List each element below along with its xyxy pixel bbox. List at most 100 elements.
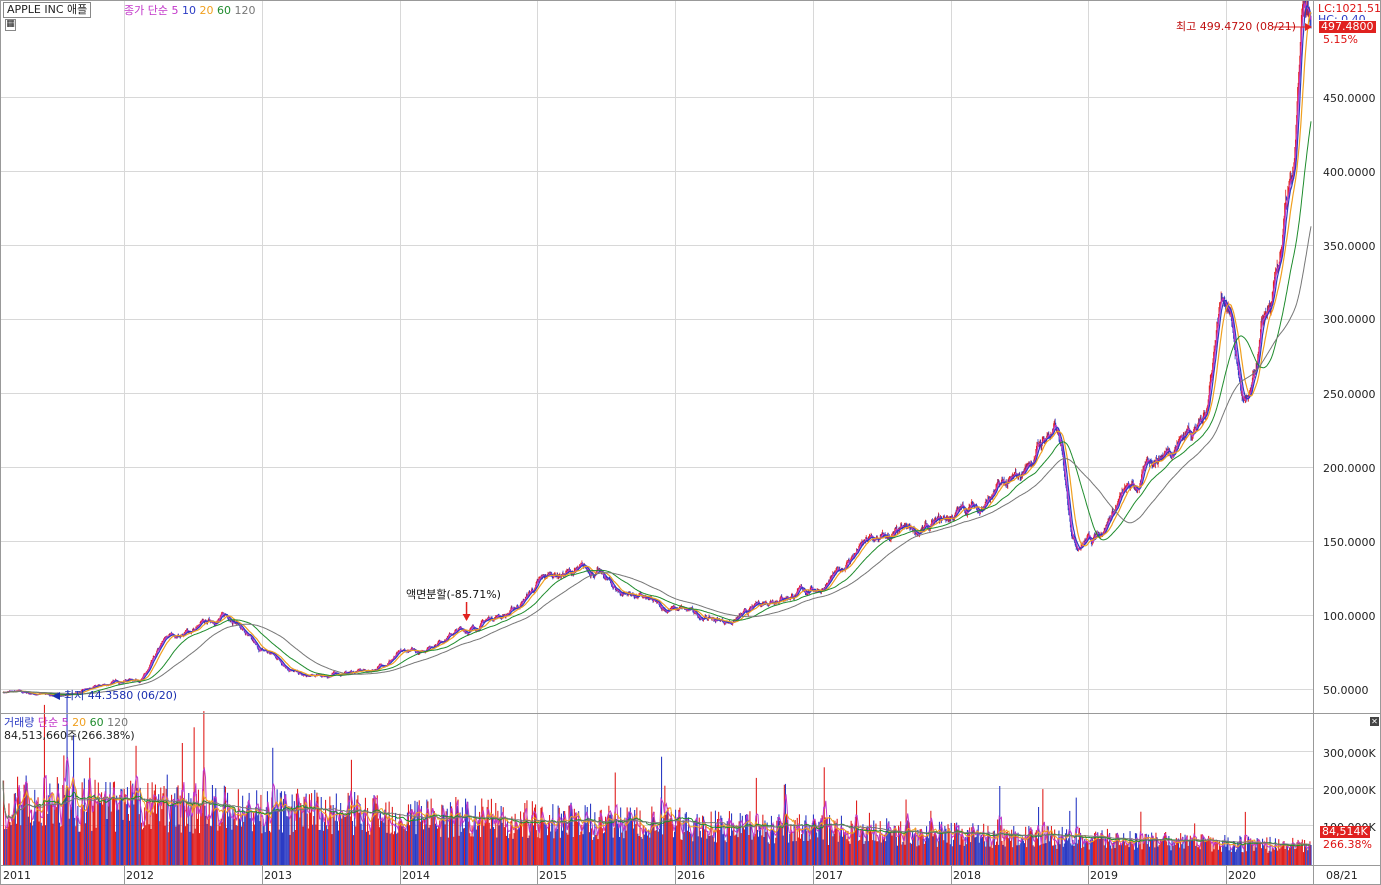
volume-bar <box>362 810 364 865</box>
volume-bar <box>858 840 860 865</box>
volume-bar <box>569 805 571 865</box>
volume-bar <box>51 792 53 865</box>
volume-bar <box>129 820 131 865</box>
volume-bar <box>319 829 321 865</box>
volume-bar <box>158 794 160 865</box>
volume-bar <box>577 821 579 865</box>
volume-bar <box>969 827 971 865</box>
volume-bar <box>1054 829 1056 865</box>
volume-bar <box>1110 845 1112 865</box>
volume-bar <box>484 822 486 865</box>
volume-bar <box>287 816 289 865</box>
volume-bar <box>470 836 472 865</box>
volume-bar <box>136 787 138 865</box>
grid-icon[interactable]: ▦ <box>5 19 16 31</box>
volume-bar <box>700 837 702 865</box>
volume-bar <box>756 829 758 865</box>
volume-bar <box>342 812 344 865</box>
volume-bar <box>113 781 115 865</box>
volume-bar <box>541 806 543 865</box>
volume-bar <box>215 788 217 865</box>
volume-bar <box>204 805 206 865</box>
volume-bar <box>559 837 561 865</box>
legend-ma60: 60 <box>216 4 231 17</box>
volume-bar <box>929 821 931 865</box>
volume-bar <box>516 829 518 865</box>
volume-bar <box>442 805 444 865</box>
volume-bar <box>201 813 203 865</box>
volume-bar <box>760 826 762 865</box>
volume-bar <box>18 787 20 865</box>
volume-bar <box>724 840 726 865</box>
volume-bar <box>924 840 926 865</box>
volume-bar <box>870 829 872 865</box>
volume-bar <box>913 837 915 865</box>
symbol-box[interactable]: APPLE INC 애플 <box>3 2 92 18</box>
volume-bar <box>323 821 325 865</box>
volume-bar <box>564 811 566 865</box>
volume-bar <box>1106 828 1108 865</box>
close-icon[interactable]: ✕ <box>1370 717 1379 726</box>
volume-bar <box>1243 842 1245 865</box>
volume-bar <box>1168 836 1170 865</box>
volume-bar <box>779 821 781 865</box>
volume-bar <box>248 792 250 865</box>
volume-bar <box>386 832 388 865</box>
volume-bar <box>1265 848 1267 865</box>
volume-bar <box>424 819 426 865</box>
volume-bar <box>121 789 123 865</box>
volume-bar <box>1102 839 1104 865</box>
volume-bar <box>970 842 972 865</box>
volume-bar <box>1264 841 1266 865</box>
volume-bar <box>413 816 415 865</box>
volume-bar <box>685 812 687 865</box>
volume-bar <box>311 793 313 865</box>
volume-bar <box>99 802 101 865</box>
volume-bar <box>222 804 224 865</box>
volume-bar <box>488 822 490 865</box>
volume-bar <box>749 811 751 865</box>
y-tick: 400.0000 <box>1323 166 1376 179</box>
volume-bar <box>237 789 239 865</box>
volume-bar <box>318 830 320 865</box>
volume-bar <box>152 812 154 865</box>
volume-bar <box>982 837 984 865</box>
volume-bar <box>279 792 281 865</box>
volume-bar <box>273 805 275 865</box>
volume-bar <box>837 841 839 865</box>
volume-bar <box>447 837 449 865</box>
volume-bar <box>479 811 481 865</box>
volume-bar <box>181 743 183 865</box>
volume-bar <box>400 820 402 865</box>
volume-bar <box>585 823 587 865</box>
volume-bar <box>69 804 71 865</box>
volume-bar <box>1278 839 1280 865</box>
volume-bar <box>216 807 218 865</box>
volume-bar <box>1159 839 1161 865</box>
volume-bar <box>1094 833 1096 865</box>
volume-bar <box>532 825 534 865</box>
volume-bar <box>209 826 211 865</box>
volume-bar <box>727 822 729 865</box>
volume-bar <box>1084 838 1086 865</box>
volume-bar <box>534 807 536 865</box>
volume-bar <box>73 734 75 865</box>
volume-bar <box>1207 840 1209 865</box>
volume-bar <box>1194 823 1196 865</box>
volume-bar <box>930 810 932 865</box>
volume-bar <box>299 817 301 865</box>
volume-bar <box>579 835 581 865</box>
volume-bar <box>284 791 286 865</box>
volume-bar <box>1091 837 1093 865</box>
volume-bar <box>1020 837 1022 865</box>
volume-bar <box>1223 845 1225 865</box>
volume-bar <box>1222 840 1224 865</box>
volume-bar <box>1053 845 1055 865</box>
volume-bar <box>392 834 394 865</box>
volume-bar <box>162 793 164 865</box>
volume-bar <box>1212 837 1214 865</box>
volume-bar <box>776 820 778 865</box>
volume-bar <box>243 821 245 865</box>
volume-bar <box>872 840 874 865</box>
split-arrowhead <box>462 614 471 621</box>
